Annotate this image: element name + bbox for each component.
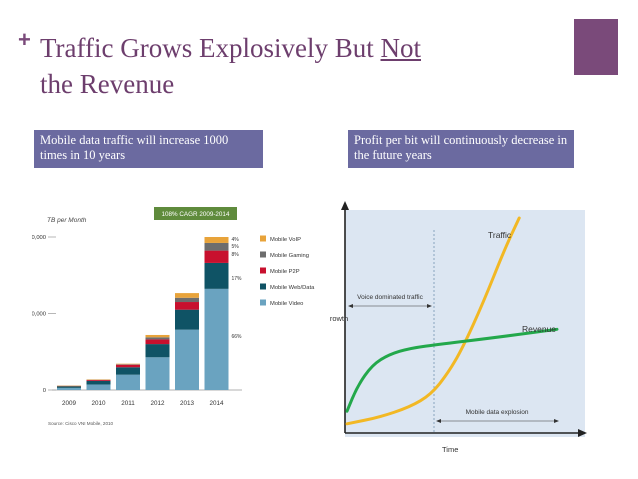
bar-segment-mobile-web-data-2011	[116, 367, 140, 375]
x-axis-arrow	[578, 429, 587, 437]
bar-segment-mobile-web-data-2010	[86, 380, 111, 385]
bar-segment-mobile-p2p-2014	[204, 250, 229, 263]
bar-segment-mobile-voip-2012	[145, 334, 170, 338]
x-axis-label-time: Time	[442, 445, 458, 454]
bar-segment-mobile-web-data-2009	[57, 386, 81, 388]
share-label: 66%	[232, 334, 243, 340]
legend-swatch	[260, 267, 266, 274]
data-arrow-head-left	[436, 419, 441, 423]
x-tick-label: 2013	[180, 400, 195, 407]
y-axis-arrow	[341, 201, 349, 210]
annotation-voice: Voice dominated traffic	[357, 294, 423, 301]
x-tick-label: 2009	[62, 400, 77, 407]
x-tick-label: 2010	[91, 400, 106, 407]
legend-label: Mobile Web/Data	[270, 285, 315, 291]
chart-source: Source: Cisco VNI Mobile, 2010	[48, 421, 114, 426]
bar-segment-mobile-video-2011	[116, 374, 140, 390]
plus-bullet: +	[18, 27, 31, 52]
bar-segment-mobile-web-data-2013	[175, 309, 199, 330]
share-label: 8%	[232, 252, 240, 258]
title-underlined-word: Not	[380, 33, 422, 63]
y-tick-label: 0	[43, 388, 46, 394]
y-tick-label: 3,600,000	[32, 235, 46, 241]
bar-segment-mobile-voip-2013	[175, 293, 199, 298]
y-axis-label-growth: Growth	[330, 314, 348, 323]
bar-segment-mobile-p2p-2013	[175, 302, 199, 310]
legend-swatch	[260, 283, 266, 290]
cagr-badge-bg	[154, 207, 237, 220]
title-part-2: the Revenue	[40, 69, 175, 99]
bar-segment-mobile-p2p-2012	[145, 339, 170, 345]
data-arrow-head-right	[554, 419, 559, 423]
stacked-bar-chart: TB per Month 108% CAGR 2009-2014 3,600,0…	[32, 207, 315, 426]
bar-segment-mobile-voip-2011	[116, 363, 140, 365]
bar-segment-mobile-web-data-2012	[145, 344, 170, 358]
bar-segment-mobile-video-2014	[204, 288, 229, 390]
x-tick-label: 2011	[121, 400, 135, 407]
corner-accent-block	[574, 19, 618, 75]
series-line-revenue	[345, 327, 559, 413]
bar-segment-mobile-video-2010	[86, 384, 111, 390]
bar-segment-mobile-gaming-2014	[204, 242, 229, 251]
x-tick-label: 2014	[209, 400, 224, 407]
bar-segment-mobile-gaming-2013	[175, 297, 199, 303]
bar-segment-mobile-video-2013	[175, 329, 199, 390]
x-tick-label: 2012	[150, 400, 165, 407]
voice-arrow-head-left	[348, 304, 353, 308]
series-line-traffic	[345, 216, 521, 426]
cagr-badge: 108% CAGR 2009-2014	[162, 211, 230, 218]
plot-background	[345, 210, 585, 437]
bar-segment-mobile-gaming-2011	[116, 364, 140, 365]
voice-arrow-head-right	[427, 304, 432, 308]
legend-label: Mobile Video	[270, 301, 303, 307]
banner-profit-decrease: Profit per bit will continuously decreas…	[348, 130, 574, 168]
legend-swatch	[260, 251, 266, 258]
legend-label: Mobile Gaming	[270, 253, 309, 259]
title-part-1: Traffic Grows Explosively But	[40, 33, 381, 63]
bar-segment-mobile-p2p-2011	[116, 364, 140, 368]
legend-label: Mobile P2P	[270, 269, 300, 275]
share-label: 5%	[232, 244, 240, 250]
share-label: 17%	[232, 276, 243, 282]
y-axis-label: TB per Month	[47, 217, 87, 224]
series-label-revenue: Revenue	[522, 324, 556, 334]
bar-segment-mobile-video-2012	[145, 357, 170, 390]
y-tick-label: 1,800,000	[32, 312, 46, 318]
bar-segment-mobile-voip-2014	[204, 237, 229, 243]
bar-segment-mobile-web-data-2014	[204, 262, 229, 289]
bar-segment-mobile-p2p-2010	[86, 379, 111, 381]
legend-swatch	[260, 235, 266, 242]
bar-segment-mobile-video-2009	[57, 387, 81, 390]
series-label-traffic: Traffic	[488, 230, 512, 240]
slide-title: Traffic Grows Explosively But Not the Rev…	[40, 30, 540, 102]
traffic-revenue-chart: Voice dominated traffic Mobile data expl…	[330, 201, 587, 454]
annotation-data-explosion: Mobile data explosion	[466, 409, 529, 416]
banner-traffic-increase: Mobile data traffic will increase 1000 t…	[34, 130, 263, 168]
share-label: 4%	[232, 237, 240, 243]
bar-segment-mobile-gaming-2012	[145, 337, 170, 340]
legend-swatch	[260, 299, 266, 306]
legend-label: Mobile VoIP	[270, 237, 301, 243]
